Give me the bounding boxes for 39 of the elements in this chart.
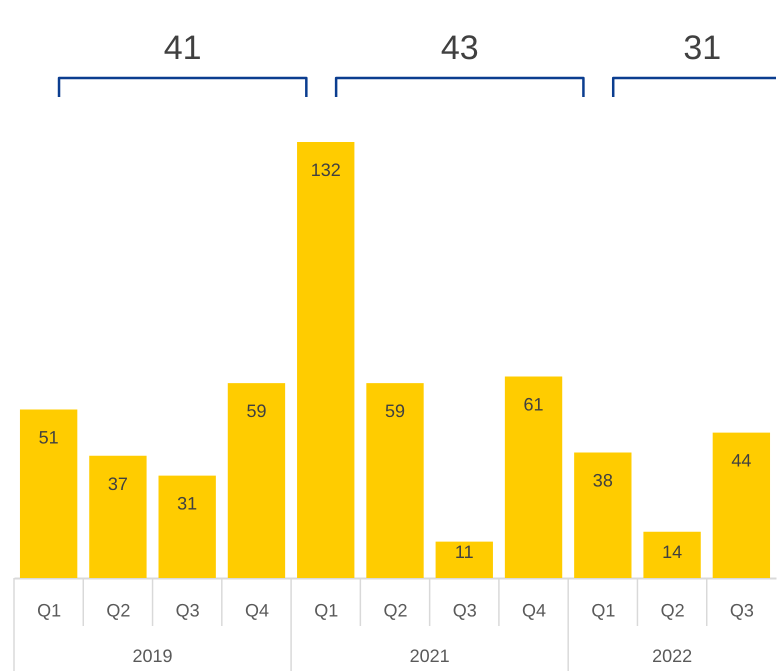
bar <box>366 383 424 578</box>
text: 2022 <box>652 646 692 666</box>
bar <box>297 142 354 578</box>
text: 41 <box>164 29 202 67</box>
bar <box>158 476 216 578</box>
x-tick-label: Q1 <box>314 600 338 620</box>
data-label: 59 <box>246 401 266 422</box>
x-tick-label: Q4 <box>244 600 269 620</box>
data-label: 59 <box>384 401 406 422</box>
bar <box>20 410 78 578</box>
bar <box>643 532 701 578</box>
x-tick-label: Q3 <box>452 600 477 620</box>
data-label: 31 <box>177 494 198 514</box>
x-tick-label: Q2 <box>106 600 130 620</box>
bar <box>712 432 770 578</box>
x-tick-label: Q3 <box>176 600 200 620</box>
data-label: 51 <box>38 428 59 448</box>
text: 31 <box>683 29 722 67</box>
bar <box>504 376 562 578</box>
text: 43 <box>440 29 479 67</box>
x-tick-label: Q1 <box>37 600 62 620</box>
text: 2019 <box>132 646 173 666</box>
text: 2021 <box>410 646 450 666</box>
data-label: 132 <box>310 160 341 180</box>
data-label: 11 <box>454 542 474 562</box>
data-label: 37 <box>108 474 128 494</box>
x-tick-label: Q2 <box>383 600 408 620</box>
data-label: 61 <box>524 394 544 415</box>
x-tick-label: Q2 <box>660 600 685 620</box>
bar <box>228 383 286 578</box>
x-tick-label: Q3 <box>730 600 754 620</box>
bar <box>574 452 632 578</box>
bar <box>436 542 493 578</box>
data-label: 44 <box>731 450 752 471</box>
data-label: 38 <box>592 470 613 490</box>
x-tick-label: Q4 <box>522 600 546 620</box>
x-tick-label: Q1 <box>591 600 616 620</box>
data-label: 14 <box>662 542 682 562</box>
bar <box>89 456 147 578</box>
